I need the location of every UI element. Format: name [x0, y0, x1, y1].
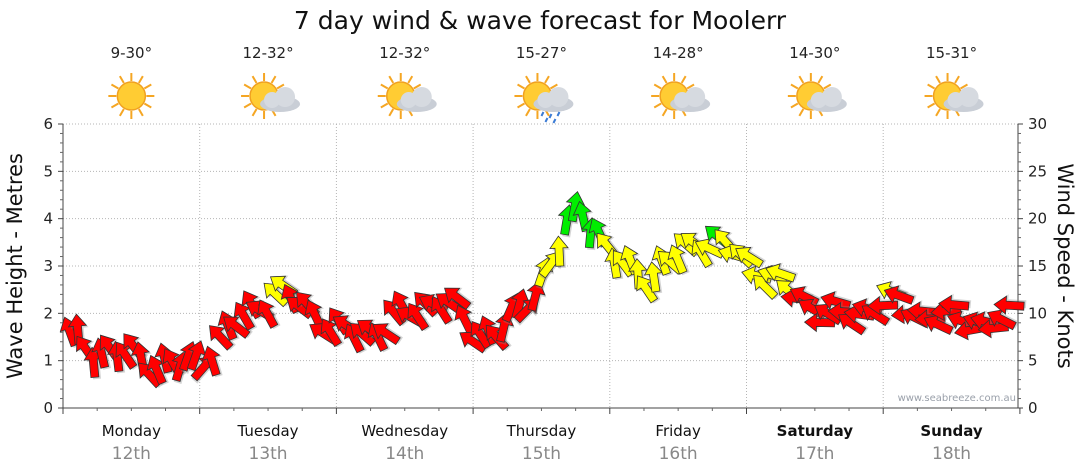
left-tick-label: 4 — [43, 210, 53, 228]
day-date: 14th — [385, 444, 424, 464]
day-date: 16th — [659, 444, 698, 464]
right-tick-label: 0 — [1028, 399, 1038, 417]
wind-arrow — [257, 299, 281, 330]
day-temperature: 9-30° — [111, 44, 153, 62]
partly-cloudy-icon — [924, 73, 984, 119]
wind-arrow — [765, 262, 799, 283]
left-tick-label: 5 — [43, 162, 53, 180]
watermark: www.seabreeze.com.au — [898, 393, 1016, 404]
day-name: Saturday — [777, 422, 854, 440]
day-date: 13th — [249, 444, 288, 464]
wind-arrow — [186, 340, 207, 374]
day-temperature: 14-28° — [653, 44, 704, 62]
day-date: 18th — [932, 444, 971, 464]
wind-arrow — [209, 325, 236, 351]
left-tick-label: 2 — [43, 304, 53, 322]
day-date: 15th — [522, 444, 561, 464]
wind-arrow — [201, 345, 223, 378]
day-name: Friday — [655, 422, 701, 440]
day-date: 17th — [795, 444, 834, 464]
right-tick-label: 25 — [1028, 162, 1047, 180]
partly-cloudy-icon — [241, 73, 301, 119]
chart-title: 7 day wind & wave forecast for Moolerr — [294, 6, 787, 35]
day-name: Sunday — [920, 422, 983, 440]
partly-cloudy-icon — [377, 73, 437, 119]
wind-arrow — [549, 235, 571, 269]
showers-icon — [514, 73, 574, 124]
right-axis-label: Wind Speed - Knots — [1053, 163, 1077, 368]
wind-arrow — [883, 284, 917, 305]
right-tick-label: 20 — [1028, 210, 1047, 228]
day-temperature: 15-27° — [516, 44, 567, 62]
wind-arrow — [923, 314, 956, 335]
wind-arrow — [526, 280, 547, 314]
wind-arrow — [372, 323, 403, 346]
day-temperature: 12-32° — [379, 44, 430, 62]
wind-arrow — [993, 294, 1027, 315]
wind-arrow — [735, 246, 767, 269]
day-name: Monday — [102, 422, 161, 440]
wind-arrow — [407, 302, 432, 332]
left-tick-label: 3 — [43, 257, 53, 275]
left-axis-label: Wave Height - Metres — [3, 153, 27, 379]
left-tick-label: 6 — [43, 115, 53, 133]
wind-arrow — [867, 294, 900, 316]
day-temperature: 12-32° — [243, 44, 294, 62]
wind-arrow — [938, 293, 972, 315]
day-name: Thursday — [506, 422, 577, 440]
left-tick-label: 0 — [43, 399, 53, 417]
day-name: Wednesday — [361, 422, 448, 440]
day-name: Tuesday — [237, 422, 299, 440]
right-tick-label: 30 — [1028, 115, 1047, 133]
right-tick-label: 10 — [1028, 304, 1047, 322]
right-tick-label: 15 — [1028, 257, 1047, 275]
wind-arrow — [667, 244, 690, 276]
day-date: 12th — [112, 444, 151, 464]
day-temperature: 15-31° — [926, 44, 977, 62]
wind-arrow — [320, 318, 345, 348]
right-tick-label: 5 — [1028, 352, 1038, 370]
wind-arrow — [223, 316, 253, 339]
wind-arrow — [643, 261, 665, 294]
left-tick-label: 1 — [43, 352, 53, 370]
wind-arrow — [444, 287, 474, 311]
wind-arrow — [820, 290, 854, 310]
partly-cloudy-icon — [651, 73, 711, 119]
partly-cloudy-icon — [787, 73, 847, 119]
day-temperature: 14-30° — [789, 44, 840, 62]
sun-icon — [108, 73, 155, 119]
